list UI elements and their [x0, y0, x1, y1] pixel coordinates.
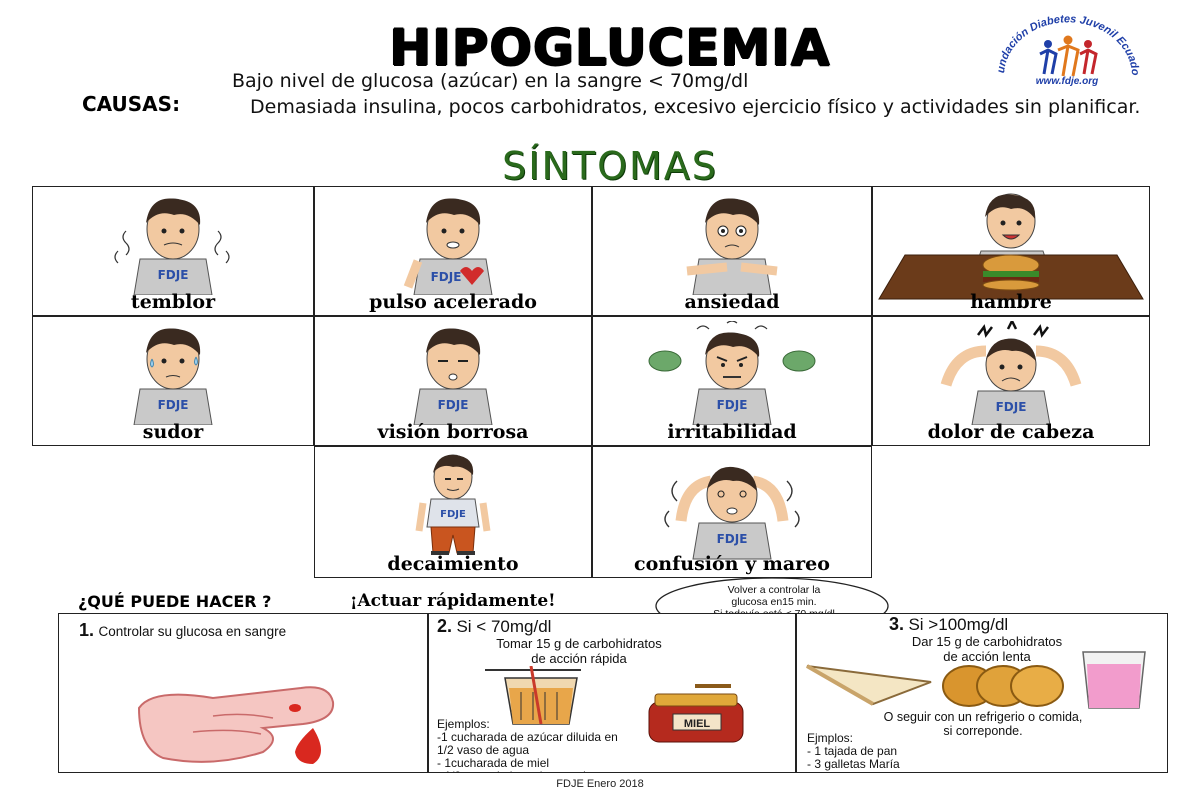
symptom-cell-dolor-de-cabeza: FDJE dolor de cabeza [872, 316, 1150, 446]
step-3-desc: de acción lenta [943, 649, 1031, 664]
symptom-cell-vision-borrosa: FDJE visión borrosa [314, 316, 592, 446]
bubble-line: glucosa en15 min. [731, 596, 817, 608]
logo-org-name: Fundación Diabetes Juvenil Ecuador [982, 14, 1141, 76]
examples-title: Ejemplos: [437, 717, 490, 731]
step-2-box: 2. Si < 70mg/dl Tomar 15 g de carbohidra… [428, 613, 796, 773]
finger-blood-drop-icon [137, 686, 335, 764]
example-item: - 1 tajada de pan [807, 744, 898, 758]
symptom-label: visión borrosa [377, 421, 529, 443]
examples-title: Ejmplos: [807, 731, 854, 745]
step-number: 3. [889, 614, 905, 634]
shirt-text: FDJE [158, 268, 189, 282]
fdje-logo: Fundación Diabetes Juvenil Ecuador [982, 14, 1141, 77]
irritated-boy-icon: FDJE [648, 321, 816, 425]
symptom-label: ansiedad [684, 291, 780, 313]
cookies-icon [942, 665, 1064, 707]
step-3-desc: Dar 15 g de carbohidratos [911, 634, 1063, 649]
anxious-boy-icon [686, 198, 778, 295]
step-3-title: Si >100mg/dl [908, 615, 1009, 634]
honey-label: MIEL [684, 718, 711, 730]
step-1-text: Controlar su glucosa en sangre [98, 624, 287, 639]
symptom-cell-irritabilidad: FDJE irritabilidad [592, 316, 872, 446]
example-item: -1 cucharada de azúcar diluida en [437, 730, 618, 744]
step-2-desc: Tomar 15 g de carbohidratos [496, 636, 662, 651]
symptom-cell-decaimiento: FDJE decaimiento [314, 446, 592, 578]
shirt-text: FDJE [996, 400, 1027, 414]
headache-boy-icon: FDJE [940, 321, 1082, 425]
symptoms-title: SÍNTOMAS [502, 144, 718, 188]
step-3-box: 3. Si >100mg/dl Dar 15 g de carbohidrato… [796, 613, 1168, 773]
example-item: - 3 galletas María [807, 757, 900, 771]
hypoglycemia-definition: Bajo nivel de glucosa (azúcar) en la san… [232, 70, 749, 92]
sweating-boy-icon: FDJE [133, 328, 213, 425]
juice-glass-icon [485, 666, 581, 725]
causes-text: Demasiada insulina, pocos carbohidratos,… [250, 96, 1141, 118]
symptom-cell-ansiedad: ansiedad [592, 186, 872, 316]
symptom-label: pulso acelerado [369, 291, 537, 313]
shirt-text: FDJE [158, 398, 189, 412]
step-1-box: 1. Controlar su glucosa en sangre [58, 613, 428, 773]
people-logo-icon [1039, 35, 1098, 77]
symptom-cell-hambre: hambre [872, 186, 1150, 316]
heart-pulse-boy-icon: FDJE [403, 198, 493, 295]
bubble-line: Volver a controlar la [727, 584, 821, 596]
symptom-cell-confusion-y-mareo: FDJE confusión y mareo [592, 446, 872, 578]
actions-heading: ¿QUÉ PUEDE HACER ? [78, 592, 272, 611]
milk-glass-icon [1082, 651, 1146, 709]
shirt-text: FDJE [717, 398, 748, 412]
svg-text:Fundación Diabetes Juvenil Ecu: Fundación Diabetes Juvenil Ecuador [982, 14, 1141, 76]
step-number: 1. [79, 620, 95, 640]
example-item: 1/2 vaso de agua [437, 743, 530, 757]
logo-url: www.fdje.org [1035, 76, 1099, 87]
shirt-text: FDJE [440, 509, 466, 520]
symptom-label: confusión y mareo [634, 553, 830, 575]
shirt-text: FDJE [717, 532, 748, 546]
step-2-desc: de acción rápida [531, 651, 627, 666]
honey-jar-icon: MIEL [648, 684, 744, 743]
example-item: - 1 vaso de leche o yogurt [807, 771, 945, 773]
step-number: 2. [437, 616, 453, 636]
symptom-label: irritabilidad [667, 421, 797, 443]
example-item: - 1cucharada de miel [437, 756, 550, 770]
shaking-boy-icon: FDJE [114, 198, 230, 295]
symptom-label: sudor [142, 421, 204, 443]
page-title: HIPOGLUCEMIA [389, 19, 831, 77]
causes-label: CAUSAS: [82, 92, 181, 116]
tired-boy-icon: FDJE [415, 454, 491, 555]
symptom-label: dolor de cabeza [927, 421, 1095, 443]
step-3-note: si correponde. [943, 724, 1023, 738]
actions-subheading: ¡Actuar rápidamente! [350, 591, 556, 611]
footer-text: FDJE Enero 2018 [556, 778, 644, 790]
step-3-note: O seguir con un refrigerio o comida, [883, 710, 1083, 724]
symptom-label: temblor [130, 291, 216, 313]
shirt-text: FDJE [438, 398, 469, 412]
symptom-label: hambre [970, 291, 1052, 313]
bread-slice-icon [806, 664, 932, 706]
symptom-label: decaimiento [387, 553, 519, 575]
hungry-boy-burger-icon [878, 193, 1144, 300]
blurry-vision-boy-icon: FDJE [413, 328, 493, 425]
symptom-cell-pulso-acelerado: FDJE pulso acelerado [314, 186, 592, 316]
dizzy-boy-icon: FDJE [664, 466, 800, 560]
example-item: - 1/2 vaso de jugo de naranja [437, 770, 618, 773]
step-2-title: Si < 70mg/dl [456, 617, 552, 636]
symptom-cell-temblor: FDJE temblor [32, 186, 314, 316]
symptom-cell-sudor: FDJE sudor [32, 316, 314, 446]
shirt-text: FDJE [431, 270, 462, 284]
